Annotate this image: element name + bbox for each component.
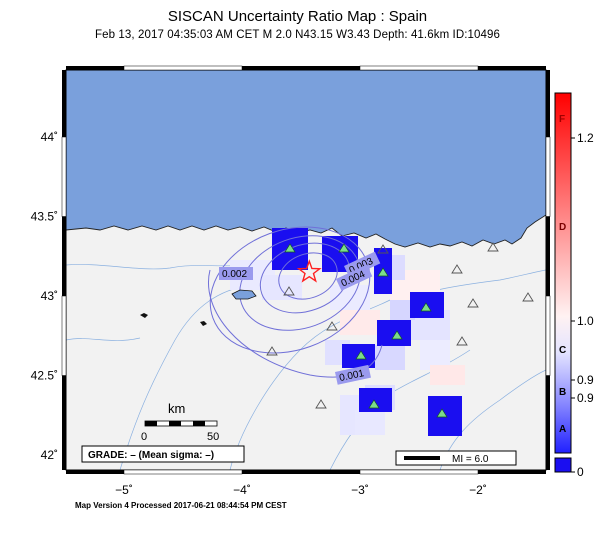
lat-tick-label: 42.5˚ bbox=[31, 369, 58, 383]
contour-label-0001: 0.001 bbox=[338, 368, 365, 384]
grade-box: GRADE: – (Mean sigma: –) bbox=[81, 445, 245, 463]
map-version-footer: Map Version 4 Processed 2017-06-21 08:44… bbox=[75, 501, 287, 510]
lon-tick-label: −4˚ bbox=[233, 483, 251, 497]
colorbar-value-1: 1.2 bbox=[577, 131, 594, 145]
stations-other bbox=[266, 242, 534, 409]
colorbar-letter-c: C bbox=[559, 345, 566, 356]
ratio-contours bbox=[208, 226, 383, 378]
lat-tick-label: 43.5˚ bbox=[31, 210, 58, 224]
distance-scale: km 0 50 bbox=[141, 401, 219, 443]
colorbar-value-2: 1.0 bbox=[577, 314, 594, 328]
lat-tick-label: 42˚ bbox=[41, 448, 58, 462]
longitude-tick-labels: −5˚ −4˚ −3˚ −2˚ bbox=[115, 483, 487, 497]
colorbar-gradient bbox=[554, 92, 572, 454]
event-subtitle: Feb 13, 2017 04:35:03 AM CET M 2.0 N43.1… bbox=[94, 29, 501, 41]
map-area: 0.002 0.003 0.004 0.001 bbox=[66, 70, 546, 470]
colorbar-letter-d: D bbox=[559, 222, 566, 233]
island-mark bbox=[200, 321, 207, 326]
map-border-bars bbox=[61, 65, 551, 475]
contour-label-0002: 0.002 bbox=[222, 269, 247, 280]
latitude-tick-labels: 44˚ 43.5˚ 43˚ 42.5˚ 42˚ bbox=[31, 130, 58, 462]
epicenter-star-icon bbox=[296, 259, 322, 283]
grade-label: GRADE: – (Mean sigma: –) bbox=[88, 450, 214, 461]
lon-tick-label: −2˚ bbox=[469, 483, 487, 497]
colorbar-value-4: 0.9 bbox=[577, 391, 594, 405]
colorbar-value-3: 0.9 bbox=[577, 373, 594, 387]
colorbar-value-5: 0 bbox=[577, 465, 584, 479]
lat-tick-label: 44˚ bbox=[41, 130, 58, 144]
scale-unit: km bbox=[168, 401, 185, 416]
mi-legend-label: MI = 6.0 bbox=[452, 454, 489, 465]
mi-legend: MI = 6.0 bbox=[395, 450, 517, 466]
colorbar-letter-f: F bbox=[559, 114, 565, 125]
ocean-bay-of-biscay bbox=[66, 70, 546, 248]
colorbar-zero-swatch bbox=[554, 457, 572, 473]
map-title: SISCAN Uncertainty Ratio Map : Spain bbox=[167, 8, 428, 25]
scale-end: 50 bbox=[207, 431, 219, 443]
stations-used bbox=[284, 243, 448, 418]
colorbar-letter-b: B bbox=[559, 387, 566, 398]
colorbar: F D C B A 1.2 1.0 0.9 0.9 0 bbox=[554, 92, 594, 479]
lon-tick-label: −5˚ bbox=[115, 483, 133, 497]
scale-start: 0 bbox=[141, 431, 147, 443]
colorbar-letter-a: A bbox=[559, 424, 566, 435]
reservoir bbox=[231, 289, 257, 300]
lat-tick-label: 43˚ bbox=[41, 289, 58, 303]
island-mark bbox=[140, 313, 148, 318]
lon-tick-label: −3˚ bbox=[351, 483, 369, 497]
